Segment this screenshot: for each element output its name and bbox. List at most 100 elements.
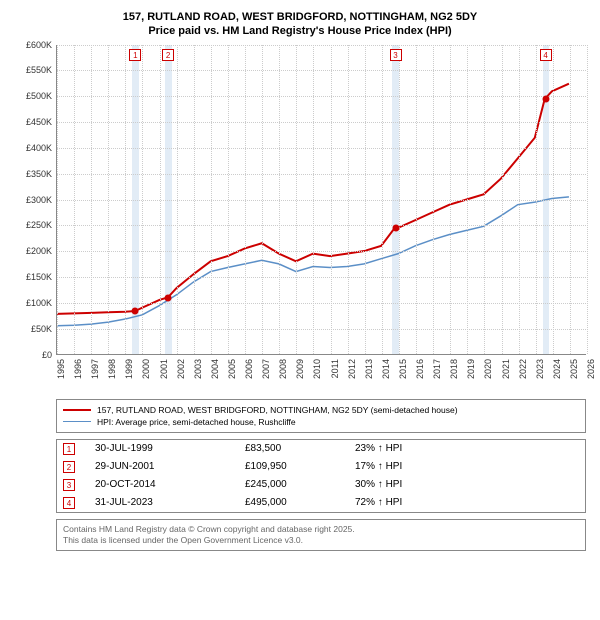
y-tick-label: £300K (26, 195, 52, 205)
gridline-horizontal (57, 251, 586, 252)
y-tick-label: £500K (26, 91, 52, 101)
x-tick-label: 2022 (518, 359, 528, 379)
sales-row-price: £495,000 (245, 497, 355, 508)
gridline-vertical (587, 45, 588, 354)
sale-point-dot (392, 225, 399, 232)
gridline-vertical (125, 45, 126, 354)
plot-area: 1 2 3 4 (56, 45, 586, 355)
gridline-horizontal (57, 200, 586, 201)
y-tick-label: £100K (26, 298, 52, 308)
sales-row-date: 31-JUL-2023 (95, 497, 245, 508)
gridline-vertical (570, 45, 571, 354)
sale-marker-box: 4 (540, 49, 552, 61)
x-tick-label: 2005 (227, 359, 237, 379)
y-axis: £0£50K£100K£150K£200K£250K£300K£350K£400… (14, 45, 56, 355)
y-tick-label: £550K (26, 65, 52, 75)
sale-marker-box: 3 (390, 49, 402, 61)
gridline-vertical (279, 45, 280, 354)
y-tick-label: £250K (26, 220, 52, 230)
sales-row-date: 29-JUN-2001 (95, 461, 245, 472)
x-tick-label: 2020 (483, 359, 493, 379)
sales-table: 130-JUL-1999£83,50023% ↑ HPI229-JUN-2001… (56, 439, 586, 513)
x-axis: 1995199619971998199920002001200220032004… (56, 355, 586, 395)
gridline-vertical (519, 45, 520, 354)
y-tick-label: £400K (26, 143, 52, 153)
gridline-horizontal (57, 45, 586, 46)
sales-row-marker: 4 (63, 497, 75, 509)
gridline-vertical (502, 45, 503, 354)
x-tick-label: 2008 (278, 359, 288, 379)
gridline-vertical (211, 45, 212, 354)
sales-row: 2 29-JUN-2001£109,95017% ↑ HPI (57, 458, 585, 476)
gridline-horizontal (57, 96, 586, 97)
x-tick-label: 1995 (56, 359, 66, 379)
gridline-vertical (331, 45, 332, 354)
x-tick-label: 1999 (124, 359, 134, 379)
gridline-horizontal (57, 122, 586, 123)
x-tick-label: 2013 (364, 359, 374, 379)
legend-item: 157, RUTLAND ROAD, WEST BRIDGFORD, NOTTI… (63, 404, 579, 416)
sales-row-price: £109,950 (245, 461, 355, 472)
x-tick-label: 2019 (466, 359, 476, 379)
gridline-vertical (108, 45, 109, 354)
sale-marker-box: 1 (129, 49, 141, 61)
gridline-vertical (142, 45, 143, 354)
gridline-horizontal (57, 148, 586, 149)
footer-line-1: Contains HM Land Registry data © Crown c… (63, 524, 579, 535)
sales-row-hpi: 72% ↑ HPI (355, 497, 579, 508)
gridline-vertical (553, 45, 554, 354)
x-tick-label: 2001 (159, 359, 169, 379)
x-tick-label: 2012 (347, 359, 357, 379)
sale-point-dot (542, 95, 549, 102)
x-tick-label: 2010 (312, 359, 322, 379)
sale-point-dot (132, 308, 139, 315)
sale-point-dot (165, 294, 172, 301)
x-tick-label: 1998 (107, 359, 117, 379)
gridline-vertical (245, 45, 246, 354)
sales-row: 320-OCT-2014£245,00030% ↑ HPI (57, 476, 585, 494)
sales-row: 4 31-JUL-2023£495,00072% ↑ HPI (57, 494, 585, 512)
gridline-vertical (433, 45, 434, 354)
x-tick-label: 2006 (244, 359, 254, 379)
title-line-1: 157, RUTLAND ROAD, WEST BRIDGFORD, NOTTI… (14, 10, 586, 24)
x-tick-label: 2016 (415, 359, 425, 379)
x-tick-label: 2023 (535, 359, 545, 379)
y-tick-label: £200K (26, 246, 52, 256)
legend-swatch (63, 421, 91, 422)
y-tick-label: £450K (26, 117, 52, 127)
gridline-vertical (74, 45, 75, 354)
gridline-vertical (313, 45, 314, 354)
gridline-horizontal (57, 277, 586, 278)
sales-row-price: £245,000 (245, 479, 355, 490)
gridline-vertical (382, 45, 383, 354)
y-tick-label: £600K (26, 40, 52, 50)
sales-row-hpi: 17% ↑ HPI (355, 461, 579, 472)
gridline-horizontal (57, 303, 586, 304)
x-tick-label: 2007 (261, 359, 271, 379)
gridline-vertical (399, 45, 400, 354)
x-tick-label: 2000 (141, 359, 151, 379)
sales-row-marker: 3 (63, 479, 75, 491)
gridline-vertical (91, 45, 92, 354)
gridline-horizontal (57, 225, 586, 226)
legend: 157, RUTLAND ROAD, WEST BRIDGFORD, NOTTI… (56, 399, 586, 433)
gridline-vertical (416, 45, 417, 354)
gridline-vertical (160, 45, 161, 354)
x-tick-label: 2018 (449, 359, 459, 379)
x-tick-label: 2021 (501, 359, 511, 379)
chart-container: 157, RUTLAND ROAD, WEST BRIDGFORD, NOTTI… (0, 0, 600, 620)
gridline-vertical (467, 45, 468, 354)
footer-line-2: This data is licensed under the Open Gov… (63, 535, 579, 546)
sales-row-marker: 2 (63, 461, 75, 473)
gridline-vertical (177, 45, 178, 354)
sale-marker-box: 2 (162, 49, 174, 61)
sales-row-date: 30-JUL-1999 (95, 443, 245, 454)
y-tick-label: £150K (26, 272, 52, 282)
title-line-2: Price paid vs. HM Land Registry's House … (14, 24, 586, 38)
x-tick-label: 1996 (73, 359, 83, 379)
gridline-vertical (348, 45, 349, 354)
x-tick-label: 2009 (295, 359, 305, 379)
gridline-vertical (228, 45, 229, 354)
footer-attribution: Contains HM Land Registry data © Crown c… (56, 519, 586, 551)
gridline-horizontal (57, 70, 586, 71)
